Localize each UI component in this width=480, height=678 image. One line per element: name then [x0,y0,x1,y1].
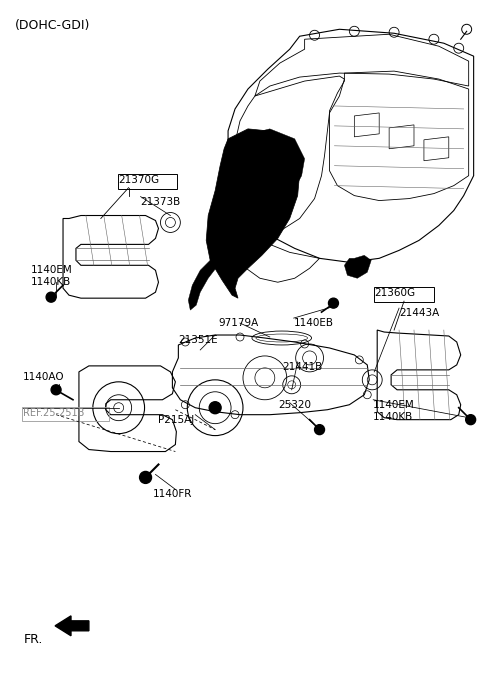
Text: 21373B: 21373B [141,197,181,207]
Text: 1140KB: 1140KB [31,277,72,287]
Circle shape [51,385,61,395]
Text: 21441B: 21441B [282,362,322,372]
Polygon shape [188,258,218,310]
Polygon shape [344,256,371,278]
Circle shape [209,402,221,414]
Circle shape [328,298,338,308]
Text: FR.: FR. [23,633,43,645]
Text: 1140FR: 1140FR [153,490,192,500]
Text: 21351E: 21351E [179,335,218,345]
Text: 1140EB: 1140EB [294,318,334,328]
Text: REF.25-251B: REF.25-251B [23,407,84,418]
Text: (DOHC-GDI): (DOHC-GDI) [15,19,91,33]
Text: 25320: 25320 [278,400,311,410]
Circle shape [314,424,324,435]
Circle shape [46,292,56,302]
Text: 1140EM: 1140EM [373,400,415,410]
Text: 1140KB: 1140KB [373,412,413,422]
Polygon shape [224,129,305,201]
Polygon shape [206,129,300,298]
Text: P215AJ: P215AJ [158,415,195,424]
Text: 21443A: 21443A [399,308,439,318]
Text: 1140AO: 1140AO [23,372,65,382]
Text: 21360G: 21360G [374,288,415,298]
Text: 1140EM: 1140EM [31,265,73,275]
Circle shape [466,415,476,424]
Text: 97179A: 97179A [218,318,258,328]
Text: 21370G: 21370G [119,175,160,184]
Polygon shape [55,616,89,636]
Circle shape [140,471,152,483]
